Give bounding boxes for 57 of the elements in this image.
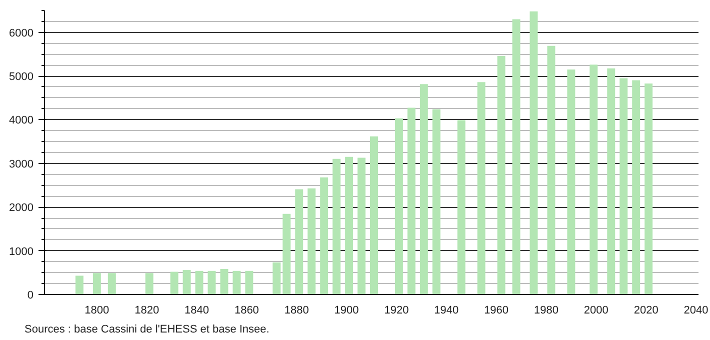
bar: [170, 272, 178, 294]
x-tick-label: 1920: [384, 304, 409, 316]
x-tick-label: 1960: [484, 304, 509, 316]
bar: [407, 108, 416, 294]
x-tick-label: 1880: [284, 304, 309, 316]
y-tick-label: 1000: [9, 246, 34, 258]
bar: [195, 270, 204, 294]
bar: [590, 64, 598, 294]
bar: [644, 83, 653, 294]
y-tick-label: 6000: [9, 27, 34, 40]
bar: [208, 270, 216, 294]
x-tick-label: 2040: [684, 304, 708, 316]
bar: [620, 78, 628, 294]
bar: [358, 158, 366, 294]
bar: [145, 273, 154, 294]
bar: [282, 214, 291, 294]
bar: [332, 158, 341, 294]
bar: [232, 270, 241, 294]
bar: [272, 262, 281, 294]
bar: [394, 118, 403, 294]
y-tick-label: 3000: [9, 158, 34, 170]
x-tick-label: 1840: [184, 304, 210, 316]
y-tick-label: 0: [27, 290, 34, 302]
bar: [220, 268, 228, 294]
bar: [497, 56, 506, 294]
bar: [477, 82, 486, 294]
bar: [308, 188, 316, 294]
bar: [567, 69, 576, 294]
bar: [92, 273, 101, 294]
bar: [108, 273, 116, 294]
bar: [607, 68, 616, 294]
y-tick-label: 4000: [9, 114, 34, 127]
x-tick-label: 2020: [634, 304, 658, 316]
bar: [632, 80, 640, 294]
y-tick-label: 2000: [9, 202, 34, 214]
bar: [420, 84, 428, 294]
bar: [547, 46, 556, 294]
x-tick-label: 1800: [84, 304, 110, 316]
bar: [432, 109, 440, 294]
x-tick-label: 1940: [434, 304, 459, 316]
source-note: Sources : base Cassini de l'EHESS et base Insee.: [24, 324, 270, 336]
bar: [345, 156, 354, 294]
x-tick-label: 1900: [334, 304, 359, 316]
bar: [295, 189, 304, 294]
y-tick-label: 5000: [9, 71, 34, 84]
x-tick-label: 1820: [134, 304, 160, 316]
bar: [75, 276, 84, 294]
bar: [320, 177, 328, 294]
bar: [370, 136, 378, 294]
x-tick-label: 1980: [534, 304, 558, 316]
x-tick-label: 2000: [584, 304, 608, 316]
bar: [457, 120, 466, 294]
bar: [245, 270, 254, 294]
bar: [512, 19, 520, 294]
x-tick-label: 1860: [234, 304, 259, 316]
bar: [182, 270, 191, 294]
bar: [530, 11, 538, 294]
